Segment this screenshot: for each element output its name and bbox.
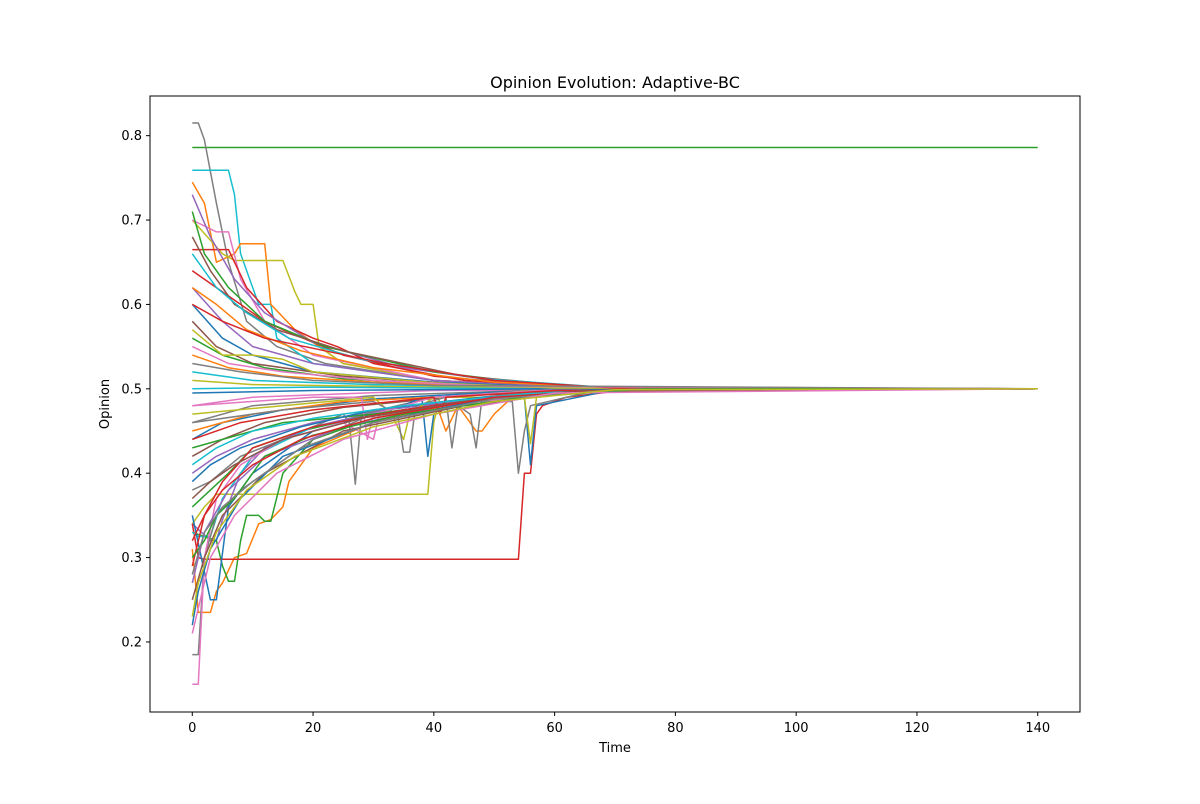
x-axis-label: Time (598, 741, 631, 756)
x-tick-label: 120 (905, 721, 930, 736)
x-tick-label: 100 (784, 721, 809, 736)
y-tick-label: 0.6 (121, 298, 142, 313)
y-tick-label: 0.8 (121, 129, 142, 144)
x-tick-label: 40 (426, 721, 443, 736)
y-tick-label: 0.7 (121, 214, 142, 229)
y-tick-label: 0.5 (121, 382, 142, 397)
y-tick-label: 0.2 (121, 635, 142, 650)
tick-layer: 0 20 40 60 80 100 120 140 0.2 0.3 0.4 0.5 0.6 0.7 0.8 (121, 129, 1050, 736)
series-line-35 (192, 388, 1038, 441)
x-tick-label: 140 (1025, 721, 1050, 736)
x-tick-label: 20 (305, 721, 322, 736)
y-tick-label: 0.3 (121, 551, 142, 566)
x-tick-label: 60 (546, 721, 563, 736)
y-tick-label: 0.4 (121, 467, 142, 482)
series-line-52 (192, 362, 1038, 390)
y-axis-label: Opinion (98, 379, 113, 429)
series-layer (191, 122, 1038, 685)
x-tick-label: 0 (188, 721, 196, 736)
plot-frame (149, 95, 1081, 713)
series-line-60 (191, 388, 1038, 617)
chart-title: Opinion Evolution: Adaptive-BC (490, 73, 740, 92)
x-tick-label: 80 (667, 721, 684, 736)
